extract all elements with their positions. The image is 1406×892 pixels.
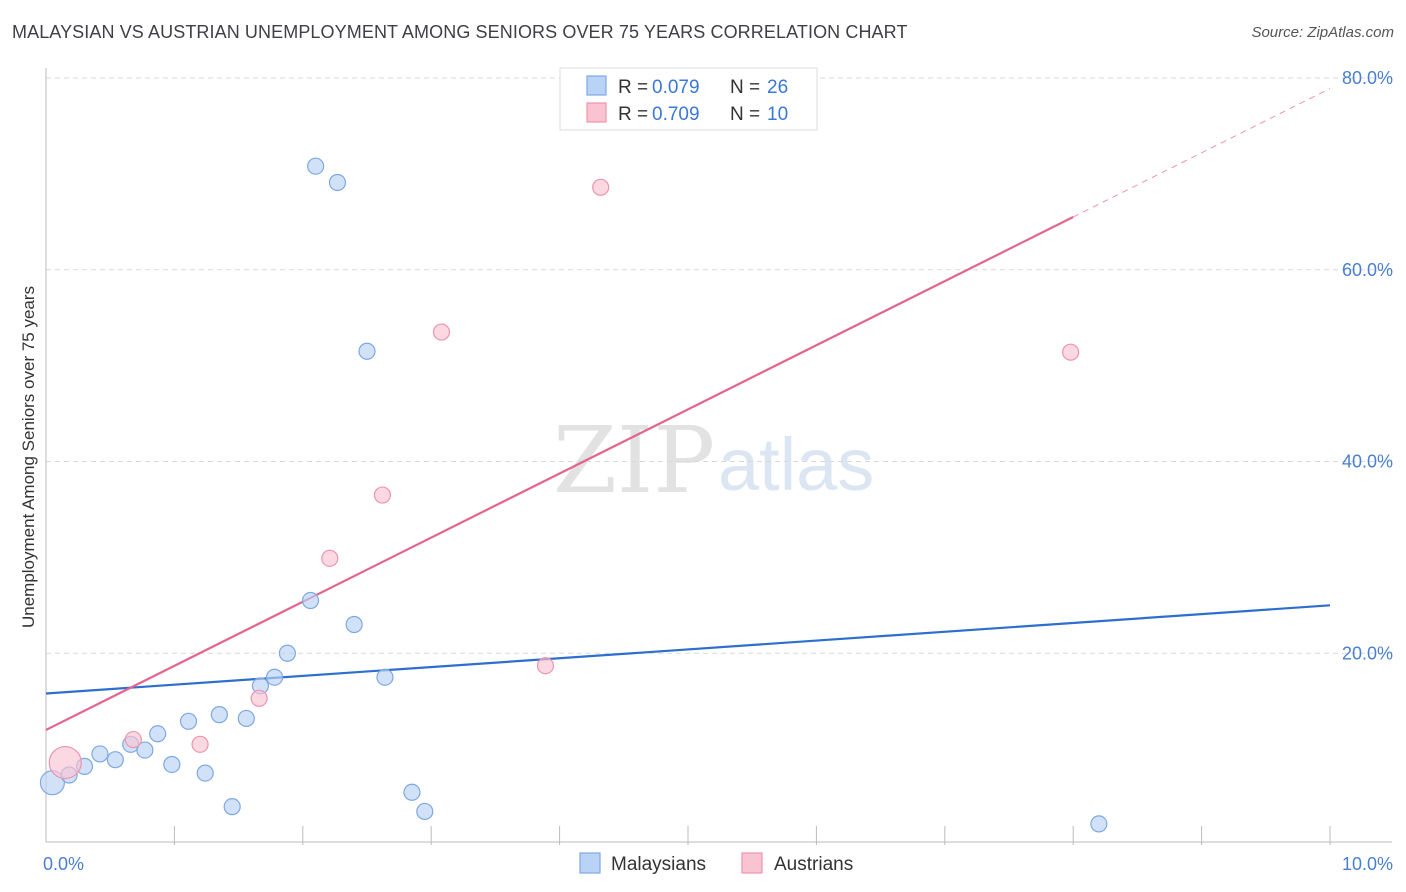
watermark-atlas: atlas [718,423,874,506]
stats-legend: R = 0.079 N = 26 R = 0.709 N = 10 [559,67,818,131]
austrians-point [250,689,268,707]
bottom-legend-label-austrians: Austrians [774,854,853,875]
source-label: Source: ZipAtlas.com [1251,24,1394,41]
x-tick-label: 0.0% [43,854,84,874]
malaysians-point [328,173,347,192]
austrians-point [536,657,555,675]
malaysians-point [196,764,214,782]
malaysians-point [237,709,255,728]
malaysians-point [210,706,228,724]
stats-legend-n-value-malaysians: 26 [767,77,788,98]
austrians-point [592,178,610,196]
austrians-point [321,549,339,567]
austrians-trend-extension [1072,88,1331,218]
malaysians-point [358,342,376,360]
scatter-points [39,157,1108,833]
malaysians-point [106,751,124,769]
austrians-point [432,323,451,341]
malaysians-point [91,745,109,763]
y-axis-title: Unemployment Among Seniors over 75 years [19,286,38,628]
malaysians-point [345,615,363,634]
stats-legend-swatch-malaysians [586,75,607,96]
austrians-point [1062,343,1080,361]
bottom-legend-swatch-austrians [741,852,763,874]
malaysians-point [179,712,198,730]
austrians-point [373,486,392,504]
austrians-trend-line [45,216,1074,731]
y-tick-label: 20.0% [1342,643,1393,663]
watermark: ZIP atlas [553,407,874,514]
axes [45,68,1392,843]
x-tick-label: 10.0% [1342,854,1393,874]
stats-legend-r-label-malaysians: R = [618,77,648,98]
stats-legend-n-label-malaysians: N = [730,77,760,98]
malaysians-point [376,668,394,686]
malaysians-point [136,741,154,759]
stats-legend-n-value-austrians: 10 [767,104,788,125]
austrians-point [48,745,82,780]
bottom-legend: Malaysians Austrians [579,852,853,875]
bottom-legend-swatch-malaysians [579,852,601,874]
y-tick-label: 80.0% [1342,68,1393,88]
austrians-point [124,730,142,749]
y-tick-label: 40.0% [1342,452,1393,472]
malaysians-point [265,668,284,686]
malaysians-point [278,644,296,662]
stats-legend-r-value-austrians: 0.709 [652,104,700,125]
austrians-point [191,735,209,753]
chart-title: MALAYSIAN VS AUSTRIAN UNEMPLOYMENT AMONG… [12,22,908,42]
malaysians-point [149,725,167,743]
malaysians-point [416,802,434,821]
malaysians-point [1090,815,1108,833]
y-tick-label: 60.0% [1342,260,1393,280]
stats-legend-r-value-malaysians: 0.079 [652,77,700,98]
malaysians-point [403,783,421,801]
stats-legend-swatch-austrians [586,102,607,123]
malaysians-point [223,798,241,816]
stats-legend-r-label-austrians: R = [618,104,648,125]
malaysians-point [307,157,325,175]
trend-lines [45,88,1331,731]
malaysians-trend-line [45,604,1331,695]
bottom-legend-label-malaysians: Malaysians [611,854,706,875]
malaysians-point [301,591,320,610]
malaysians-point [163,755,181,774]
stats-legend-n-label-austrians: N = [730,104,760,125]
tick-labels: 20.0% 40.0% 60.0% 80.0% 0.0% 10.0% [43,68,1393,874]
watermark-zip: ZIP [553,407,715,514]
